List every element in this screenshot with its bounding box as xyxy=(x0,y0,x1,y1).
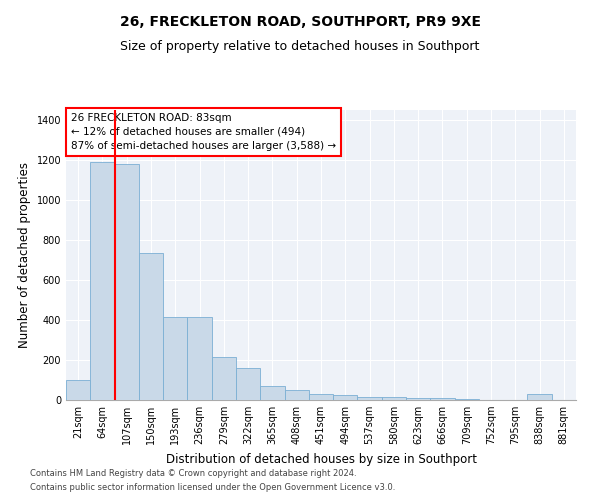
Bar xyxy=(358,397,382,400)
Bar xyxy=(284,390,309,400)
Bar xyxy=(382,397,406,400)
Bar xyxy=(236,368,260,400)
Text: 26 FRECKLETON ROAD: 83sqm
← 12% of detached houses are smaller (494)
87% of semi: 26 FRECKLETON ROAD: 83sqm ← 12% of detac… xyxy=(71,113,336,151)
Bar xyxy=(115,164,139,400)
Bar xyxy=(260,386,284,400)
Bar xyxy=(309,394,333,400)
Y-axis label: Number of detached properties: Number of detached properties xyxy=(18,162,31,348)
Bar xyxy=(333,395,358,400)
Bar xyxy=(66,380,90,400)
Text: Contains public sector information licensed under the Open Government Licence v3: Contains public sector information licen… xyxy=(30,484,395,492)
X-axis label: Distribution of detached houses by size in Southport: Distribution of detached houses by size … xyxy=(166,452,476,466)
Bar xyxy=(90,162,115,400)
Bar xyxy=(406,398,430,400)
Bar xyxy=(527,394,552,400)
Text: Size of property relative to detached houses in Southport: Size of property relative to detached ho… xyxy=(121,40,479,53)
Text: Contains HM Land Registry data © Crown copyright and database right 2024.: Contains HM Land Registry data © Crown c… xyxy=(30,468,356,477)
Bar xyxy=(139,253,163,400)
Bar xyxy=(187,317,212,400)
Text: 26, FRECKLETON ROAD, SOUTHPORT, PR9 9XE: 26, FRECKLETON ROAD, SOUTHPORT, PR9 9XE xyxy=(119,15,481,29)
Bar xyxy=(163,317,187,400)
Bar xyxy=(430,398,455,400)
Bar xyxy=(212,357,236,400)
Bar xyxy=(455,399,479,400)
